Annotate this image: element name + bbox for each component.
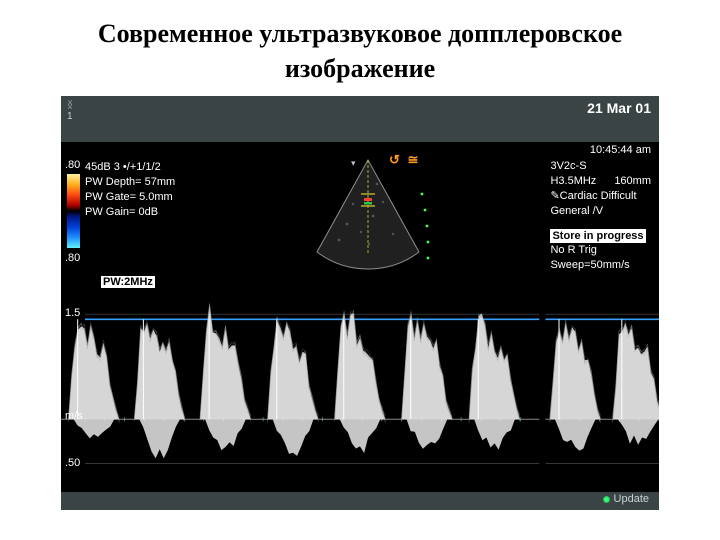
exam-time: 10:45:44 am: [590, 144, 651, 156]
param-db: 45dB 3 •/+1/1/2: [85, 160, 175, 175]
sector-svg: ▾: [303, 154, 433, 274]
color-doppler-scale-icon: [67, 174, 80, 248]
acquisition-params: 45dB 3 •/+1/1/2 PW Depth= 57mm PW Gate= …: [85, 160, 175, 219]
color-scale-max: .80: [65, 159, 80, 171]
title-line2: изображение: [285, 54, 435, 83]
param-pw-gain: PW Gain= 0dB: [85, 205, 175, 220]
param-pw-depth: PW Depth= 57mm: [85, 175, 175, 190]
transducer-params: 3V2c-S H3.5MHz160mm ✎Cardiac Difficult G…: [550, 159, 651, 273]
topbar-left-glyphs: ᛝ1: [67, 100, 73, 122]
spectral-svg: [61, 290, 659, 492]
ultrasound-bottombar: Update: [61, 492, 659, 510]
preset-sub: General /V: [550, 204, 651, 219]
exam-date: 21 Mar 01: [587, 100, 651, 116]
slide-title: Современное ультразвуковое допплеровское…: [0, 0, 720, 90]
param-pw-gate: PW Gate= 5.0mm: [85, 190, 175, 205]
spectral-doppler: 1.5 m/s .50: [61, 290, 659, 492]
y-tick-1p5: 1.5: [65, 307, 80, 319]
ultrasound-topbar: ᛝ1 21 Mar 01: [61, 96, 659, 142]
title-line1: Современное ультразвуковое допплеровское: [98, 19, 622, 48]
y-tick-0p5: .50: [65, 457, 80, 469]
store-status-badge: Store in progress: [550, 229, 645, 244]
probe-id: 3V2c-S: [550, 159, 651, 174]
update-indicator-icon: [603, 496, 610, 503]
trig-status: No R Trig: [550, 243, 651, 258]
y-axis-unit: m/s: [65, 410, 83, 422]
update-button[interactable]: Update: [603, 493, 649, 505]
sweep-speed: Sweep=50mm/s: [550, 258, 651, 273]
b-mode-sector: ▾: [303, 154, 433, 274]
pw-frequency-badge: PW:2MHz: [101, 276, 155, 288]
apex-marker-icon: ▾: [351, 158, 356, 168]
ultrasound-display: ᛝ1 21 Mar 01 10:45:44 am .80 .80 45dB 3 …: [61, 96, 659, 510]
probe-freq-depth: H3.5MHz160mm: [550, 174, 651, 189]
color-scale-min: .80: [65, 252, 80, 264]
preset-name: ✎Cardiac Difficult: [550, 189, 651, 204]
